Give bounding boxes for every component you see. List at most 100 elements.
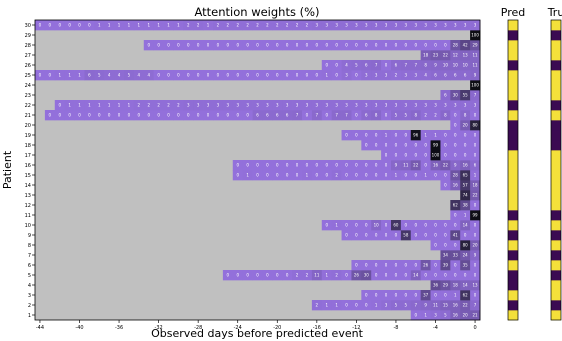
heatmap-cell bbox=[470, 20, 481, 31]
cell-value-label: 0 bbox=[217, 73, 220, 78]
cell-value-label: 0 bbox=[464, 273, 467, 278]
cell-value-label: 0 bbox=[325, 43, 328, 48]
cell-value-label: 0 bbox=[395, 43, 398, 48]
heatmap-cell bbox=[470, 250, 481, 261]
cell-value-label: 22 bbox=[463, 303, 469, 308]
heatmap-cell bbox=[400, 170, 412, 181]
heatmap-cell bbox=[44, 70, 56, 81]
cell-value-label: 0 bbox=[345, 273, 348, 278]
heatmap-cell bbox=[361, 110, 372, 121]
cell-value-label: 0 bbox=[266, 73, 269, 78]
x-tick-label: -12 bbox=[352, 325, 360, 331]
heatmap-cell bbox=[470, 90, 481, 101]
heatmap-cell bbox=[440, 300, 451, 311]
cell-value-label: 0 bbox=[325, 223, 328, 228]
cell-value-label: 3 bbox=[434, 103, 437, 108]
cell-value-label: 3 bbox=[345, 73, 348, 78]
cell-value-label: 0 bbox=[474, 293, 477, 298]
heatmap-cell bbox=[222, 20, 234, 31]
heatmap-cell bbox=[311, 300, 323, 311]
cell-value-label: 0 bbox=[385, 263, 388, 268]
heatmap-cell bbox=[460, 250, 471, 261]
cell-value-label: 1 bbox=[108, 103, 111, 108]
heatmap-cell bbox=[74, 100, 85, 111]
heatmap-cell bbox=[450, 90, 461, 101]
panel-cell bbox=[551, 160, 561, 171]
heatmap-cell bbox=[371, 140, 382, 151]
cell-value-label: 7 bbox=[375, 63, 378, 68]
heatmap-cell bbox=[450, 100, 461, 111]
heatmap-cell bbox=[470, 280, 481, 291]
cell-value-label: 20 bbox=[463, 123, 469, 128]
panel-frame bbox=[507, 19, 519, 321]
cell-value-label: 2 bbox=[197, 23, 200, 28]
cell-value-label: 4 bbox=[118, 73, 121, 78]
panel-cell bbox=[508, 40, 518, 51]
heatmap-cell bbox=[272, 20, 283, 31]
heatmap-cell bbox=[460, 70, 471, 81]
heatmap-cell bbox=[183, 20, 194, 31]
panel-cell bbox=[551, 150, 561, 161]
x-tick-label: -40 bbox=[75, 325, 83, 331]
heatmap-cell bbox=[321, 100, 333, 111]
cell-value-label: 0 bbox=[147, 43, 150, 48]
cell-value-label: 8 bbox=[464, 113, 467, 118]
heatmap-cell bbox=[460, 220, 471, 231]
heatmap-cell bbox=[302, 110, 313, 121]
x-tick-label: -24 bbox=[234, 325, 242, 331]
panel-cell bbox=[508, 260, 518, 271]
heatmap-cell bbox=[361, 220, 372, 231]
heatmap-cell bbox=[173, 70, 184, 81]
cell-value-label: 1 bbox=[68, 103, 71, 108]
cell-value-label: 2 bbox=[167, 103, 170, 108]
cell-value-label: 4 bbox=[138, 73, 141, 78]
heatmap-cell bbox=[133, 20, 145, 31]
heatmap-cell bbox=[321, 70, 333, 81]
cell-value-label: 1 bbox=[395, 173, 398, 178]
heatmap-cell bbox=[410, 270, 422, 281]
cell-value-label: 3 bbox=[405, 73, 408, 78]
cell-value-label: 3 bbox=[434, 23, 437, 28]
heatmap-cell bbox=[242, 110, 253, 121]
cell-value-label: 0 bbox=[296, 173, 299, 178]
heatmap-cell bbox=[410, 40, 422, 51]
cell-value-label: 13 bbox=[463, 53, 469, 58]
cell-value-label: 1 bbox=[138, 23, 141, 28]
heatmap-cell bbox=[371, 170, 382, 181]
heatmap-cell bbox=[391, 110, 402, 121]
cell-value-label: 0 bbox=[444, 143, 447, 148]
heatmap-cell bbox=[282, 110, 293, 121]
cell-value-label: 7 bbox=[316, 113, 319, 118]
cell-value-label: 1 bbox=[424, 173, 427, 178]
heatmap-cell bbox=[54, 70, 66, 81]
cell-value-label: 1 bbox=[464, 213, 467, 218]
cell-value-label: 0 bbox=[345, 133, 348, 138]
heatmap-cell bbox=[460, 140, 471, 151]
cell-value-label: 0 bbox=[365, 233, 368, 238]
cell-value-label: 0 bbox=[365, 223, 368, 228]
heatmap-cell bbox=[450, 50, 461, 61]
heatmap-cell bbox=[361, 300, 372, 311]
cell-value-label: 0 bbox=[385, 223, 388, 228]
y-tick-label: 7 bbox=[28, 253, 31, 259]
cell-value-label: 0 bbox=[207, 43, 210, 48]
cell-value-label: 0 bbox=[474, 133, 477, 138]
cell-value-label: 0 bbox=[474, 203, 477, 208]
heatmap-cell bbox=[341, 220, 352, 231]
heatmap-cell bbox=[410, 60, 422, 71]
heatmap-cell bbox=[410, 310, 422, 321]
heatmap-cell bbox=[173, 40, 184, 51]
heatmap-cell bbox=[331, 170, 342, 181]
heatmap-cell bbox=[470, 70, 481, 81]
panel-cell bbox=[508, 310, 518, 321]
cell-value-label: 0 bbox=[474, 233, 477, 238]
heatmap-cell bbox=[420, 220, 431, 231]
cell-value-label: 3 bbox=[345, 103, 348, 108]
cell-value-label: 0 bbox=[434, 43, 437, 48]
heatmap-cell bbox=[371, 290, 382, 301]
heatmap-cell bbox=[193, 20, 204, 31]
heatmap-cell bbox=[460, 310, 471, 321]
heatmap-cell bbox=[302, 270, 313, 281]
panel-cell bbox=[551, 250, 561, 261]
cell-value-label: 7 bbox=[474, 303, 477, 308]
